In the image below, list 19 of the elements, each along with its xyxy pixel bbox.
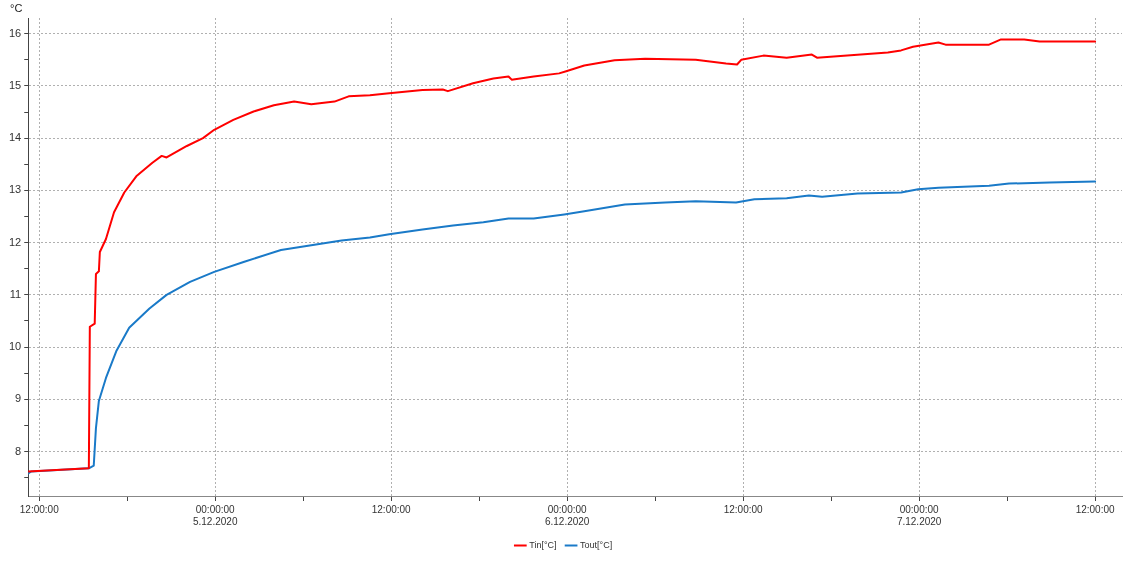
y-tick-label: 10 [8,340,22,353]
x-tick-label: 12:00:00 [1075,503,1116,515]
x-tick-label: 00:00:00 6.12.2020 [544,503,590,527]
legend-label: Tin[°C] [529,539,557,550]
legend-label: Tout[°C] [580,539,613,550]
y-tick-label: 14 [8,131,22,144]
y-tick-label: 9 [15,392,22,405]
x-tick-label: 00:00:00 7.12.2020 [896,503,942,527]
x-tick-label: 00:00:00 5.12.2020 [192,503,238,527]
y-tick-label: 8 [15,444,22,457]
y-axis-title: °C [10,1,23,14]
y-tick-label: 16 [8,26,22,39]
y-tick-label: 11 [9,287,22,300]
y-tick-label: 13 [8,183,22,196]
y-tick-label: 15 [8,78,22,91]
y-tick-label: 12 [8,235,22,248]
x-tick-label: 12:00:00 [723,503,764,515]
x-tick-label: 12:00:00 [371,503,412,515]
x-tick-label: 12:00:00 [19,503,60,515]
